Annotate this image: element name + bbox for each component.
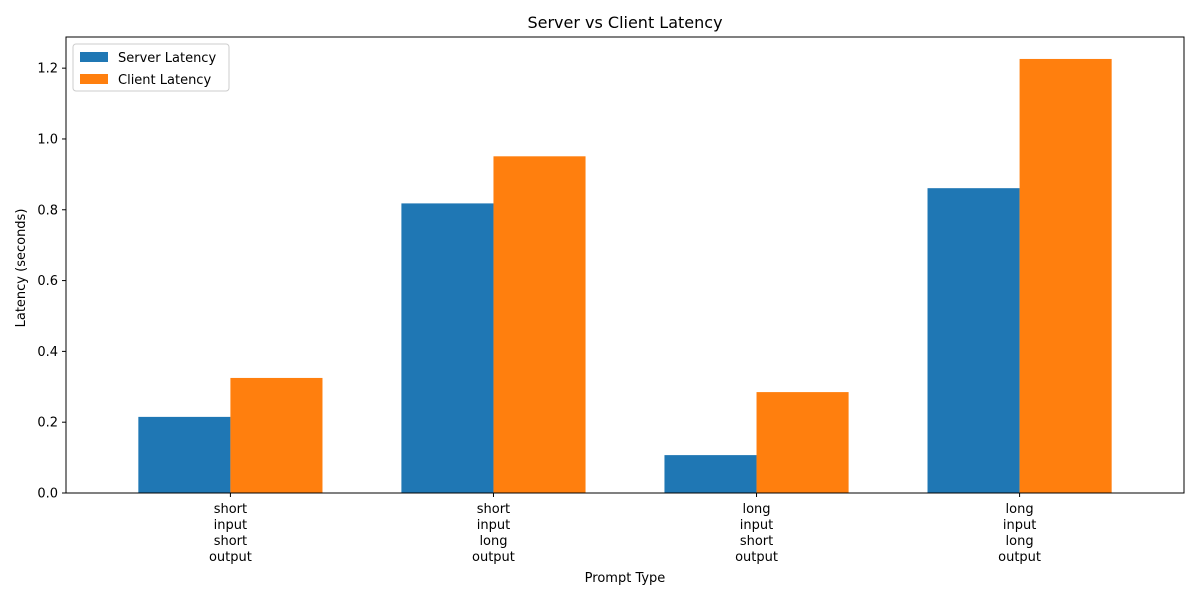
chart-title: Server vs Client Latency <box>527 13 722 32</box>
x-tick-label: short input short output <box>209 502 252 565</box>
x-tick-label: long input long output <box>998 502 1041 565</box>
y-tick-label: 0.0 <box>37 487 58 502</box>
x-tick-label: short input long output <box>472 502 515 565</box>
bar-client-2 <box>756 392 849 493</box>
bar-server-1 <box>401 203 494 493</box>
legend-label: Server Latency <box>118 51 216 66</box>
legend-frame <box>72 43 230 92</box>
legend-swatch <box>80 74 108 84</box>
y-tick-label: 0.6 <box>37 274 58 289</box>
y-tick-label: 1.0 <box>37 132 58 147</box>
legend-swatch <box>80 52 108 62</box>
legend: Server Latency Client Latency <box>72 43 230 92</box>
bar-client-3 <box>1019 58 1112 493</box>
y-tick-label: 0.4 <box>37 345 58 360</box>
bar-server-2 <box>664 455 757 493</box>
y-axis-label: Latency (seconds) <box>14 209 29 328</box>
x-tick-label: long input short output <box>735 502 778 565</box>
bar-client-0 <box>230 377 323 493</box>
bar-server-3 <box>927 188 1020 493</box>
plot-frame <box>65 36 1185 494</box>
y-tick-label: 0.8 <box>37 203 58 218</box>
y-tick-label: 0.2 <box>37 416 58 431</box>
bar-server-0 <box>138 416 231 493</box>
y-tick-label: 1.2 <box>37 62 58 77</box>
legend-label: Client Latency <box>118 73 211 88</box>
axes-layer: 0.0 0.2 0.4 0.6 0.8 1.0 1.2 short input short outp… <box>37 36 1185 565</box>
bars-layer <box>138 58 1112 494</box>
bar-client-1 <box>493 156 586 494</box>
x-axis-label: Prompt Type <box>585 571 666 586</box>
